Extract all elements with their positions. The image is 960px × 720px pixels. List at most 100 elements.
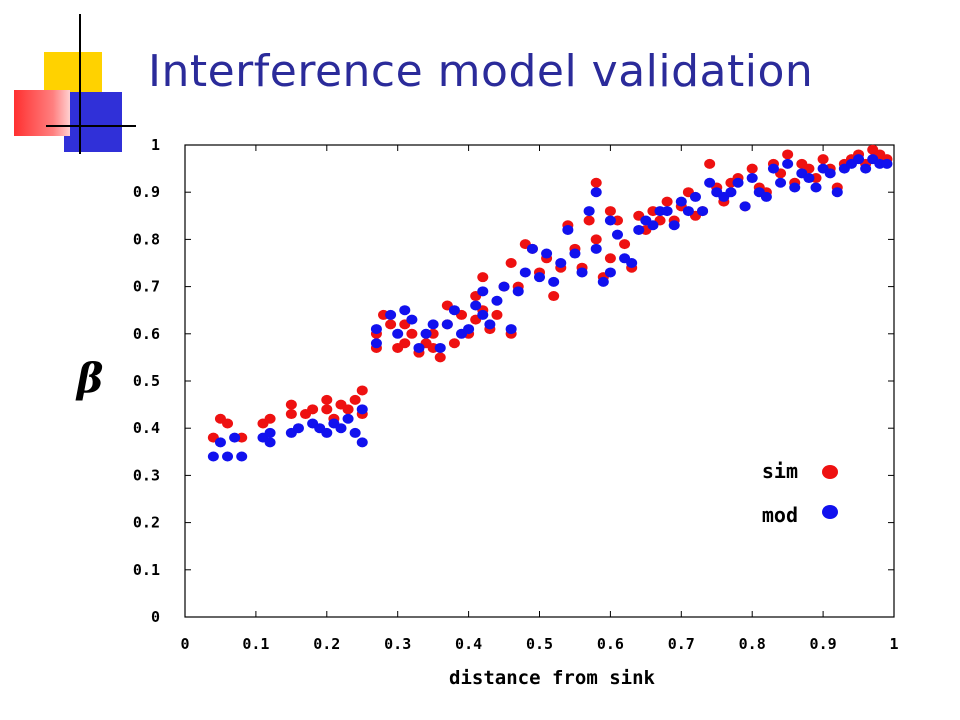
slide-title: Interference model validation [148, 46, 814, 97]
y-tick-label: 0.8 [133, 230, 160, 248]
x-tick-label: 0 [180, 635, 189, 653]
sim-point [491, 309, 503, 320]
mod-point [611, 229, 623, 240]
mod-point [356, 404, 368, 415]
mod-point [229, 432, 241, 443]
y-tick-label: 0.2 [133, 514, 160, 532]
mod-point [463, 324, 475, 335]
deco-blue-square [64, 92, 122, 152]
deco-vertical-line [79, 14, 81, 154]
mod-point [626, 258, 638, 268]
sim-point [349, 394, 361, 405]
sim-point [434, 352, 446, 363]
plot-frame [184, 144, 895, 618]
sim-point [406, 328, 418, 339]
sim-point [604, 253, 616, 264]
mod-point [746, 173, 758, 184]
sim-point [817, 154, 829, 165]
mod-point [789, 182, 801, 193]
mod-point [214, 437, 226, 448]
mod-point [441, 319, 453, 330]
y-tick-label: 0.1 [133, 561, 160, 579]
mod-point [803, 173, 815, 184]
sim-point [583, 215, 595, 226]
mod-point [661, 206, 673, 217]
mod-point [385, 309, 397, 320]
sim-point [746, 163, 758, 174]
deco-red-square [14, 90, 70, 136]
sim-point [307, 404, 319, 415]
sim-point [356, 385, 368, 396]
sim-point [619, 239, 631, 250]
sim-point [399, 338, 411, 349]
sim-point [264, 413, 276, 424]
mod-point [682, 206, 694, 217]
mod-point [881, 158, 893, 169]
legend-marker-mod [822, 505, 838, 519]
x-tick-label: 0.6 [597, 635, 624, 653]
mod-point [597, 276, 609, 287]
mod-point [342, 413, 354, 424]
mod-point [725, 187, 737, 198]
sim-point [590, 234, 602, 245]
sim-point [385, 319, 397, 330]
mod-point [541, 248, 553, 259]
mod-point [392, 328, 404, 339]
mod-point [647, 220, 659, 231]
y-axis-ticks: 0 0.1 0.2 0.3 0.4 0.5 0.6 0.7 0.8 0.9 1 [133, 136, 894, 626]
mod-point [413, 342, 425, 353]
legend-marker-sim [822, 465, 838, 479]
x-tick-label: 0.4 [455, 635, 482, 653]
x-tick-label: 0.9 [810, 635, 837, 653]
mod-point [349, 427, 361, 438]
mod-point [370, 338, 382, 349]
mod-point [853, 154, 865, 165]
mod-point [782, 158, 794, 169]
x-tick-label: 0.7 [668, 635, 695, 653]
mod-point [477, 286, 489, 297]
mod-point [370, 324, 382, 335]
mod-point [264, 427, 276, 438]
mod-point [236, 451, 248, 462]
mod-point [689, 191, 701, 202]
y-axis-label: β [75, 355, 104, 402]
sim-point [661, 196, 673, 207]
y-tick-label: 1 [151, 136, 160, 154]
sim-point [342, 404, 354, 415]
mod-point [633, 224, 645, 235]
mod-point [356, 437, 368, 448]
deco-horizontal-line [46, 125, 136, 127]
y-tick-label: 0.9 [133, 183, 160, 201]
mod-point [604, 267, 616, 278]
mod-point [555, 258, 567, 268]
mod-point [470, 300, 482, 311]
mod-point [569, 248, 581, 259]
y-tick-label: 0.5 [133, 372, 160, 390]
mod-point [860, 163, 872, 174]
mod-point [775, 177, 787, 188]
mod-point [399, 305, 411, 316]
mod-point [434, 342, 446, 353]
sim-point [604, 206, 616, 217]
x-axis-label: distance from sink [449, 667, 655, 689]
mod-point [264, 437, 276, 448]
legend: sim mod [762, 459, 838, 527]
mod-point [448, 305, 460, 316]
x-tick-label: 0.3 [384, 635, 411, 653]
mod-point [590, 243, 602, 254]
legend-label-mod: mod [762, 503, 798, 527]
x-axis-ticks: 0 0.1 0.2 0.3 0.4 0.5 0.6 0.7 0.8 0.9 1 [180, 145, 899, 653]
sim-point [548, 291, 560, 302]
mod-point [534, 272, 545, 283]
sim-point [782, 149, 794, 160]
mod-point [562, 224, 574, 235]
mod-point [420, 328, 432, 339]
mod-point [292, 423, 304, 434]
legend-label-sim: sim [762, 459, 798, 483]
y-tick-label: 0.3 [133, 466, 160, 484]
mod-point [406, 314, 418, 325]
mod-point [583, 206, 595, 217]
mod-point [427, 319, 439, 330]
mod-point [491, 295, 503, 306]
